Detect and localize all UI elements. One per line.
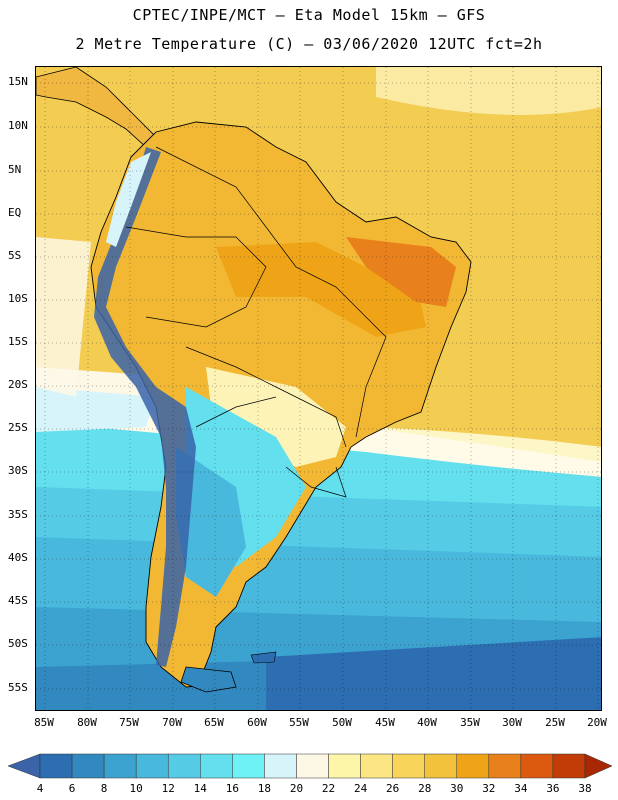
lon-label: 70W [162, 716, 182, 729]
lat-label: EQ [8, 206, 22, 219]
lat-label: 5N [8, 163, 22, 176]
lat-label: 30S [8, 464, 28, 477]
colorbar-label: 16 [225, 782, 239, 795]
colorbar-label: 32 [482, 782, 496, 795]
falkland-islands [250, 651, 277, 664]
colorbar-label: 12 [161, 782, 175, 795]
border-lines-5 [285, 466, 347, 498]
border-lines [155, 146, 387, 438]
colorbar-segment [488, 753, 522, 779]
colorbar-segment [103, 753, 137, 779]
colorbar-label: 36 [546, 782, 560, 795]
lon-label: 75W [119, 716, 139, 729]
colorbar-label: 10 [129, 782, 143, 795]
colorbar [7, 753, 613, 779]
colorbar-segment [39, 753, 73, 779]
colorbar-arrow-low [7, 753, 41, 779]
pacific-band-20 [36, 387, 156, 432]
pacific-coast-band [36, 237, 91, 397]
border-lines-4 [195, 396, 277, 428]
border-lines-3 [185, 346, 347, 448]
colorbar-label: 34 [514, 782, 528, 795]
colorbar-segment [232, 753, 265, 779]
lat-label: 45S [8, 594, 28, 607]
lat-label: 55S [8, 681, 28, 694]
colorbar-label: 30 [450, 782, 464, 795]
colorbar-segment [71, 753, 105, 779]
colorbar-label: 26 [386, 782, 400, 795]
colorbar-segment [296, 753, 329, 779]
lat-label: 20S [8, 378, 28, 391]
hot-interior-30 [216, 242, 426, 337]
lon-label: 50W [332, 716, 352, 729]
lon-label: 85W [34, 716, 54, 729]
lat-label: 5S [8, 249, 22, 262]
north-ocean-cool-band [376, 67, 601, 115]
hot-northeast-32 [346, 237, 456, 307]
tierra-del-fuego [180, 666, 237, 693]
colorbar-segment [552, 753, 586, 779]
lat-label: 25S [8, 421, 28, 434]
colorbar-segment [424, 753, 458, 779]
lat-label: 15S [8, 335, 28, 348]
lon-label: 60W [247, 716, 267, 729]
colorbar-label: 8 [100, 782, 108, 795]
map-canvas [36, 67, 601, 710]
colorbar-label: 18 [257, 782, 272, 795]
graticule-grid [36, 67, 601, 710]
lat-label: 10S [8, 292, 28, 305]
lat-label: 35S [8, 508, 28, 521]
north-andes-20 [106, 152, 151, 247]
colorbar-segment [328, 753, 361, 779]
lat-label: 40S [8, 551, 28, 564]
colorbar-label: 22 [321, 782, 336, 795]
lon-label: 45W [375, 716, 395, 729]
colorbar-segment [135, 753, 169, 779]
colorbar-label: 6 [68, 782, 76, 795]
colorbar-segment [360, 753, 393, 779]
colorbar-segment [520, 753, 554, 779]
lon-label: 40W [417, 716, 437, 729]
lon-label: 35W [460, 716, 480, 729]
colorbar-label: 20 [289, 782, 304, 795]
lon-label: 25W [545, 716, 565, 729]
colorbar-arrow-high [584, 753, 613, 779]
colorbar-segment [200, 753, 233, 779]
lon-label: 80W [77, 716, 97, 729]
lon-label: 20W [587, 716, 607, 729]
lat-label: 10N [8, 119, 28, 132]
map-title: CPTEC/INPE/MCT – Eta Model 15km – GFS [132, 6, 486, 24]
temperature-map[interactable] [35, 66, 602, 711]
patagonia-12 [176, 447, 246, 597]
lat-label: 15N [8, 75, 28, 88]
map-subtitle: 2 Metre Temperature (C) – 03/06/2020 12U… [75, 35, 543, 53]
andes-ridge [94, 147, 196, 667]
colorbar-label: 24 [353, 782, 368, 795]
colorbar-label: 28 [418, 782, 432, 795]
lon-label: 55W [289, 716, 309, 729]
lon-label: 65W [204, 716, 224, 729]
colorbar-label: 38 [578, 782, 592, 795]
colorbar-segment [264, 753, 297, 779]
colorbar-segment [392, 753, 425, 779]
colorbar-segment [456, 753, 490, 779]
warm-plateau-24 [206, 367, 346, 467]
lon-label: 30W [502, 716, 522, 729]
colorbar-segment [167, 753, 201, 779]
colorbar-label: 4 [36, 782, 44, 795]
colorbar-label: 14 [193, 782, 207, 795]
lat-label: 50S [8, 637, 28, 650]
south-ocean-6 [266, 637, 601, 710]
border-lines-2 [125, 226, 267, 328]
